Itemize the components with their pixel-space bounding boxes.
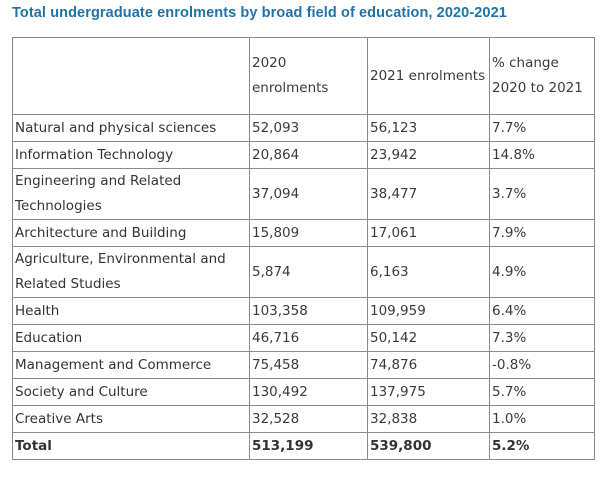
table-row: Engineering and Related Technologies 37,0…: [12, 168, 595, 220]
cell-y2020: 52,093: [249, 114, 368, 142]
table-title: Total undergraduate enrolments by broad …: [12, 5, 507, 21]
total-field: Total: [12, 432, 250, 460]
total-row: Total 513,199 539,800 5.2%: [12, 432, 595, 460]
cell-y2021: 74,876: [367, 351, 490, 379]
cell-field: Agriculture, Environmental and Related S…: [12, 246, 250, 298]
total-y2021: 539,800: [367, 432, 490, 460]
cell-field: Education: [12, 324, 250, 352]
cell-y2020: 46,716: [249, 324, 368, 352]
cell-field: Engineering and Related Technologies: [12, 168, 250, 220]
cell-change: 3.7%: [489, 168, 595, 220]
table-row: Natural and physical sciences 52,093 56,12…: [12, 114, 595, 142]
cell-y2020: 32,528: [249, 405, 368, 433]
cell-change: 1.0%: [489, 405, 595, 433]
cell-y2020: 103,358: [249, 297, 368, 325]
cell-field: Information Technology: [12, 141, 250, 169]
cell-y2020: 75,458: [249, 351, 368, 379]
cell-change: 5.7%: [489, 378, 595, 406]
table-row: Health 103,358 109,959 6.4%: [12, 297, 595, 325]
cell-y2021: 6,163: [367, 246, 490, 298]
cell-field: Architecture and Building: [12, 219, 250, 247]
table-row: Architecture and Building 15,809 17,061 7.9…: [12, 219, 595, 247]
cell-y2021: 32,838: [367, 405, 490, 433]
cell-y2021: 137,975: [367, 378, 490, 406]
table-row: Agriculture, Environmental and Related S…: [12, 246, 595, 298]
total-change: 5.2%: [489, 432, 595, 460]
header-change: % change 2020 to 2021: [489, 37, 595, 115]
cell-y2020: 15,809: [249, 219, 368, 247]
cell-change: 4.9%: [489, 246, 595, 298]
enrolments-table: 2020 enrolments 2021 enrolments % change…: [12, 37, 595, 460]
table-row: Creative Arts 32,528 32,838 1.0%: [12, 405, 595, 433]
cell-change: 7.9%: [489, 219, 595, 247]
header-row: 2020 enrolments 2021 enrolments % change…: [12, 37, 595, 115]
cell-y2021: 50,142: [367, 324, 490, 352]
cell-y2020: 5,874: [249, 246, 368, 298]
cell-change: 14.8%: [489, 141, 595, 169]
table-row: Management and Commerce 75,458 74,876 -0.8%: [12, 351, 595, 379]
cell-y2021: 17,061: [367, 219, 490, 247]
header-field: [12, 37, 250, 115]
cell-y2021: 23,942: [367, 141, 490, 169]
cell-field: Management and Commerce: [12, 351, 250, 379]
table-row: Information Technology 20,864 23,942 14.8%: [12, 141, 595, 169]
cell-y2020: 130,492: [249, 378, 368, 406]
cell-field: Health: [12, 297, 250, 325]
cell-y2020: 37,094: [249, 168, 368, 220]
cell-field: Natural and physical sciences: [12, 114, 250, 142]
cell-y2021: 56,123: [367, 114, 490, 142]
cell-change: 7.7%: [489, 114, 595, 142]
cell-field: Creative Arts: [12, 405, 250, 433]
cell-change: 7.3%: [489, 324, 595, 352]
header-2020: 2020 enrolments: [249, 37, 368, 115]
table-row: Education 46,716 50,142 7.3%: [12, 324, 595, 352]
header-2021: 2021 enrolments: [367, 37, 490, 115]
cell-y2021: 38,477: [367, 168, 490, 220]
total-y2020: 513,199: [249, 432, 368, 460]
cell-change: 6.4%: [489, 297, 595, 325]
cell-y2021: 109,959: [367, 297, 490, 325]
cell-field: Society and Culture: [12, 378, 250, 406]
table-row: Society and Culture 130,492 137,975 5.7%: [12, 378, 595, 406]
cell-change: -0.8%: [489, 351, 595, 379]
cell-y2020: 20,864: [249, 141, 368, 169]
